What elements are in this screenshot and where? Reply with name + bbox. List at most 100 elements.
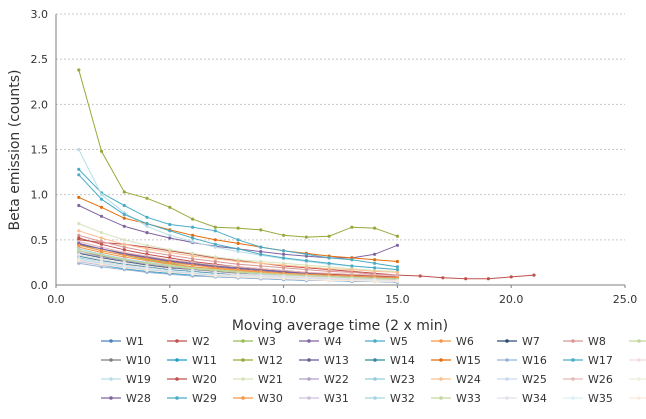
data-point: [145, 224, 149, 228]
data-point: [236, 275, 240, 279]
legend-marker: [307, 358, 311, 362]
legend-marker: [571, 377, 575, 381]
data-point: [99, 242, 104, 246]
data-point: [327, 234, 331, 238]
legend-item: W34: [497, 392, 547, 405]
legend-marker: [175, 377, 179, 381]
data-point: [259, 264, 263, 268]
data-point: [395, 270, 399, 274]
legend-item: W6: [431, 335, 474, 348]
legend-marker: [109, 339, 113, 343]
data-point: [77, 229, 81, 233]
legend-label: W3: [258, 335, 276, 348]
legend-item: W10: [101, 354, 151, 367]
legend-item: W1: [101, 335, 144, 348]
legend-marker: [241, 358, 245, 362]
data-point: [99, 249, 104, 253]
data-point: [77, 68, 81, 72]
legend-item: W4: [299, 335, 342, 348]
data-point: [350, 268, 354, 272]
data-point: [350, 264, 354, 268]
series-W12: [77, 68, 399, 239]
data-point: [191, 217, 195, 221]
legend-marker: [571, 339, 575, 343]
data-point: [168, 253, 172, 257]
data-point: [395, 234, 399, 238]
series-W17: [77, 167, 399, 269]
legend-label: W19: [126, 373, 151, 386]
data-point: [213, 225, 217, 229]
data-point: [373, 258, 377, 262]
data-point: [191, 233, 195, 237]
y-tick-label: 0.0: [31, 279, 49, 292]
legend-label: W10: [126, 354, 151, 367]
legend-marker: [241, 339, 245, 343]
data-point: [168, 236, 172, 240]
data-point: [282, 277, 286, 281]
legend-marker: [241, 396, 245, 400]
data-point: [395, 268, 399, 272]
data-point: [122, 258, 126, 262]
data-point: [77, 195, 81, 199]
legend-label: W28: [126, 392, 151, 405]
legend-item: W27: [629, 377, 646, 381]
gridlines: [56, 13, 625, 241]
legend-label: W25: [522, 373, 547, 386]
y-tick-label: 1.0: [31, 189, 49, 202]
data-point: [145, 231, 149, 235]
data-point: [191, 236, 195, 240]
legend-label: W1: [126, 335, 144, 348]
data-point: [122, 224, 126, 228]
data-point: [168, 205, 172, 209]
data-point: [304, 278, 308, 282]
series-layer: [77, 68, 536, 284]
legend-marker: [571, 396, 575, 400]
data-point: [259, 276, 263, 280]
data-point: [145, 215, 149, 219]
data-point: [99, 231, 104, 235]
legend-marker: [439, 358, 443, 362]
data-point: [373, 266, 377, 270]
legend: W1 W2 W3 W4 W5 W6 W7 W8 W9 W10 W11 W12 W13 W14 W15 W16 W…: [101, 335, 646, 405]
data-point: [77, 243, 81, 247]
legend-label: W24: [456, 373, 481, 386]
x-axis-label: Moving average time (2 x min): [232, 318, 448, 334]
data-point: [145, 250, 149, 254]
legend-label: W26: [588, 373, 613, 386]
data-point: [350, 258, 354, 262]
data-point: [168, 250, 172, 255]
data-point: [77, 233, 81, 237]
data-point: [418, 274, 422, 278]
data-point: [145, 247, 149, 251]
legend-item: W28: [101, 392, 151, 405]
data-point: [77, 222, 81, 226]
y-tick-label: 0.5: [31, 234, 49, 247]
data-point: [395, 279, 399, 283]
data-point: [191, 225, 195, 229]
legend-item: W11: [167, 354, 217, 367]
legend-item: W16: [497, 354, 547, 367]
data-point: [99, 240, 104, 244]
legend-marker: [109, 358, 113, 362]
data-point: [236, 247, 240, 251]
data-point: [304, 265, 308, 269]
legend-marker: [439, 396, 443, 400]
data-point: [373, 252, 377, 256]
legend-marker: [175, 396, 179, 400]
y-tick-label: 2.0: [31, 98, 49, 111]
data-point: [145, 222, 149, 226]
legend-item: W22: [299, 373, 349, 386]
x-tick-label: 20.0: [499, 293, 524, 306]
legend-item: W31: [299, 392, 349, 405]
legend-item: W26: [563, 373, 613, 386]
legend-marker: [307, 377, 311, 381]
legend-label: W30: [258, 392, 283, 405]
data-point: [122, 253, 126, 257]
data-point: [259, 261, 263, 265]
data-point: [191, 254, 195, 258]
data-point: [373, 261, 377, 265]
legend-item: W35: [563, 392, 613, 405]
legend-marker: [637, 396, 641, 400]
legend-label: W35: [588, 392, 613, 405]
